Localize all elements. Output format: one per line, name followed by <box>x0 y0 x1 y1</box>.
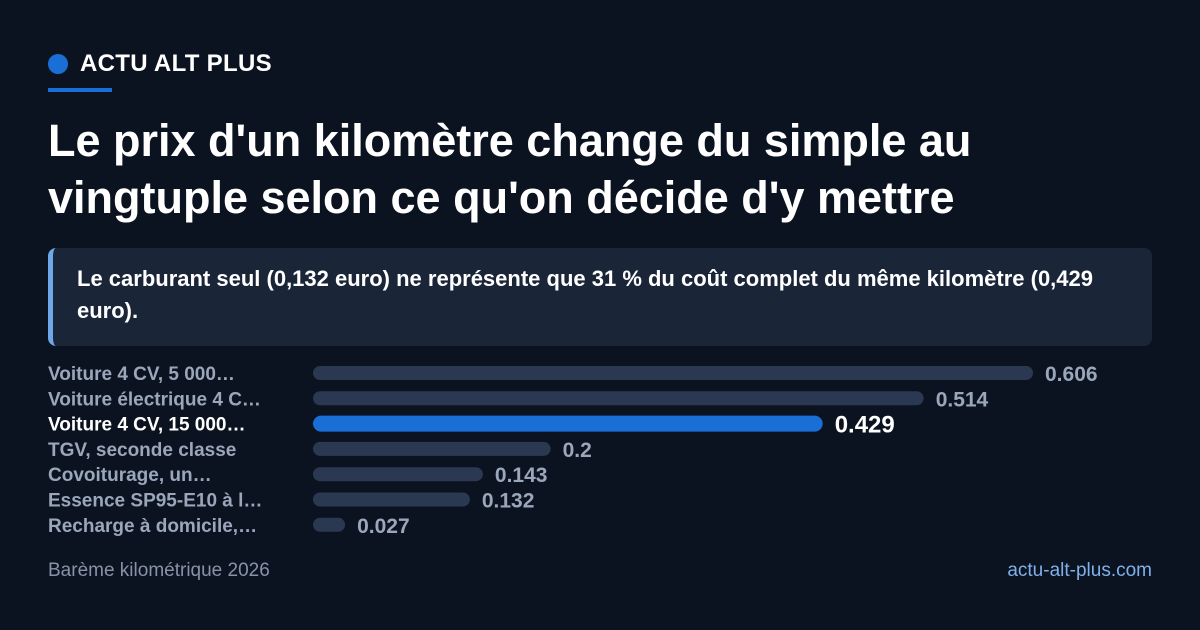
brand-name: ACTU ALT PLUS <box>80 50 272 77</box>
brand-underline <box>48 88 112 92</box>
callout-box: Le carburant seul (0,132 euro) ne représ… <box>48 248 1152 346</box>
headline: Le prix d'un kilomètre change du simple … <box>48 115 972 223</box>
value-label: 0.2 <box>563 439 592 462</box>
brand: ACTU ALT PLUS <box>48 50 272 78</box>
value-label: 0.132 <box>482 490 535 513</box>
value-label: 0.606 <box>1045 363 1098 386</box>
bar <box>313 366 1033 380</box>
callout-text: Le carburant seul (0,132 euro) ne représ… <box>77 266 1093 323</box>
category-label: Voiture électrique 4 C… <box>48 389 261 410</box>
footer-site-link[interactable]: actu-alt-plus.com <box>1007 560 1152 581</box>
bar-chart: Voiture 4 CV, 5 000… 0.606 Voiture électri… <box>48 363 1098 538</box>
category-label: Voiture 4 CV, 5 000… <box>48 364 235 385</box>
footer-source: Barème kilométrique 2026 <box>48 560 270 581</box>
category-label: TGV, seconde classe <box>48 440 236 461</box>
bar <box>313 415 823 432</box>
value-label: 0.027 <box>357 515 410 538</box>
value-label: 0.514 <box>936 388 989 411</box>
bar <box>313 391 924 406</box>
category-label: Essence SP95-E10 à l… <box>48 491 262 512</box>
brand-dot-icon <box>48 54 68 74</box>
bar <box>313 467 483 482</box>
category-label: Covoiturage, un… <box>48 465 212 486</box>
bar <box>313 441 551 456</box>
value-label: 0.143 <box>495 464 548 487</box>
category-label: Recharge à domicile,… <box>48 516 257 537</box>
category-label: Voiture 4 CV, 15 000… <box>48 415 246 436</box>
bar <box>313 492 470 507</box>
bar <box>313 517 346 532</box>
value-label: 0.429 <box>835 412 895 439</box>
